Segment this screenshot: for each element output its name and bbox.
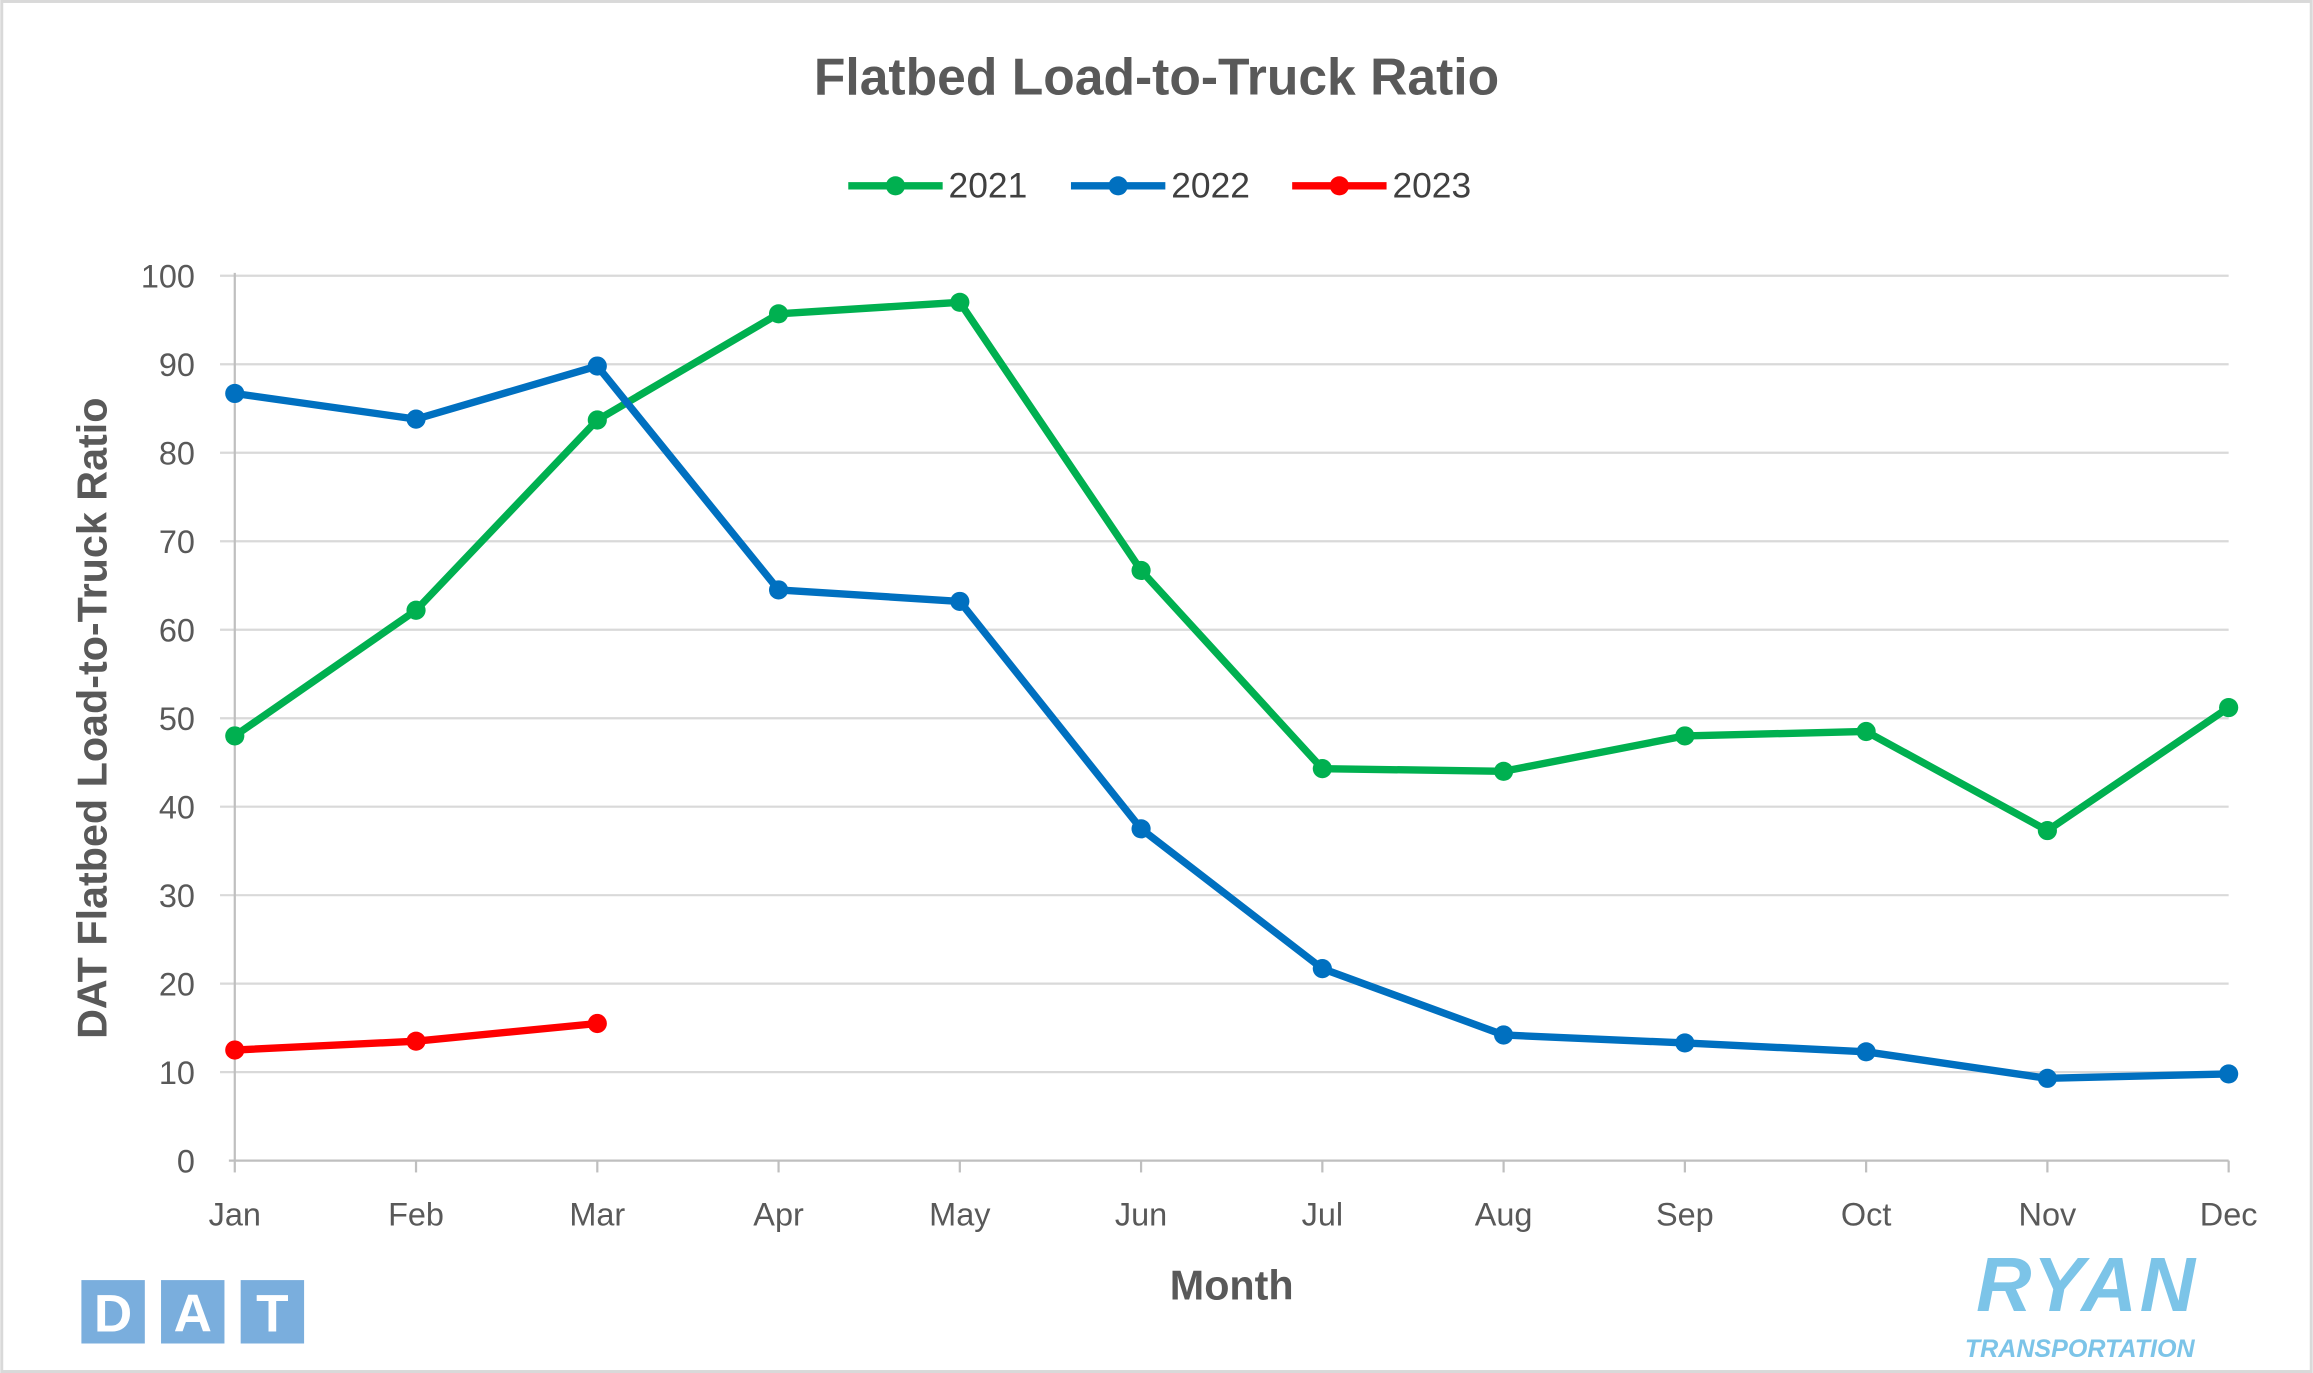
legend-item-2023: 2023 <box>1292 167 1471 206</box>
data-point <box>2037 1068 2057 1088</box>
ryan-transportation-logo: RYAN TRANSPORTATION <box>1965 1243 2198 1363</box>
data-point <box>2219 1064 2239 1084</box>
data-point <box>1131 819 1151 839</box>
x-tick-label: Apr <box>753 1197 804 1233</box>
y-tick-label: 70 <box>159 524 195 560</box>
x-axis-label: Month <box>1170 1262 1294 1308</box>
data-point <box>768 580 789 600</box>
data-point <box>1675 1033 1695 1053</box>
y-tick-label: 40 <box>159 789 195 825</box>
x-tick-label: Sep <box>1656 1197 1714 1233</box>
legend-marker <box>1108 176 1128 196</box>
series-2023 <box>225 1013 607 1060</box>
svg-text:T: T <box>256 1285 288 1344</box>
x-tick-label: Oct <box>1841 1197 1891 1233</box>
x-tick-label: Mar <box>569 1197 625 1233</box>
legend-item-2021: 2021 <box>848 167 1027 206</box>
data-point <box>2037 820 2057 841</box>
svg-text:A: A <box>174 1285 212 1344</box>
data-point <box>225 1040 245 1060</box>
data-point <box>587 410 607 430</box>
x-tick-label: Jul <box>1302 1197 1343 1233</box>
y-tick-label: 60 <box>159 613 195 649</box>
data-point <box>225 383 245 404</box>
data-point <box>406 600 426 620</box>
data-point <box>1312 959 1332 979</box>
x-tick-label: May <box>929 1197 991 1233</box>
svg-text:TRANSPORTATION: TRANSPORTATION <box>1965 1335 2196 1363</box>
y-tick-label: 100 <box>141 259 195 295</box>
y-tick-label: 20 <box>159 966 195 1002</box>
y-axis-label: DAT Flatbed Load-to-Truck Ratio <box>69 398 115 1039</box>
x-axis-ticks: Jan Feb Mar Apr May Jun Jul Aug Sep Oct Nov Dec <box>209 1197 2258 1233</box>
gridlines <box>220 272 2230 1173</box>
data-point <box>1131 560 1151 581</box>
y-tick-label: 80 <box>159 436 195 472</box>
data-point <box>406 409 426 429</box>
data-point <box>768 304 789 324</box>
chart-title: Flatbed Load-to-Truck Ratio <box>814 47 1499 105</box>
x-tick-label: Jun <box>1115 1197 1167 1233</box>
x-tick-label: Aug <box>1475 1197 1533 1233</box>
x-tick-label: Jan <box>209 1197 261 1233</box>
y-tick-label: 90 <box>159 347 195 383</box>
legend-label: 2023 <box>1392 167 1471 206</box>
y-tick-label: 30 <box>159 878 195 914</box>
data-point <box>1312 759 1332 779</box>
legend-label: 2022 <box>1171 167 1250 206</box>
legend-item-2022: 2022 <box>1070 167 1250 206</box>
y-tick-label: 10 <box>159 1055 195 1091</box>
data-point <box>1494 1025 1514 1045</box>
data-point <box>1675 726 1695 746</box>
dat-logo: D A T <box>81 1280 305 1344</box>
series-group <box>225 292 2239 1088</box>
y-tick-label: 50 <box>159 701 195 737</box>
data-point <box>2219 698 2239 718</box>
legend: 2021 2022 2023 <box>848 167 1471 206</box>
x-tick-label: Feb <box>388 1197 444 1233</box>
series-2022 <box>225 356 2239 1088</box>
data-point <box>1494 761 1514 781</box>
data-point <box>587 356 607 376</box>
series-2021 <box>225 292 2239 841</box>
legend-marker <box>885 176 906 196</box>
legend-label: 2021 <box>949 167 1028 206</box>
data-point <box>950 591 970 611</box>
svg-text:RYAN: RYAN <box>1976 1243 2198 1328</box>
data-point <box>587 1013 607 1034</box>
legend-marker <box>1329 176 1349 196</box>
svg-text:D: D <box>94 1285 132 1344</box>
x-tick-label: Nov <box>2019 1197 2077 1233</box>
data-point <box>950 292 970 312</box>
data-point <box>1856 1042 1876 1062</box>
x-tick-label: Dec <box>2200 1197 2258 1233</box>
series-line <box>234 362 2229 1083</box>
data-point <box>1856 721 1876 742</box>
data-point <box>406 1031 426 1051</box>
series-line <box>232 298 2231 835</box>
data-point <box>225 726 245 746</box>
y-axis-ticks: 0 10 20 30 40 50 60 70 80 90 100 <box>141 259 195 1180</box>
y-tick-label: 0 <box>177 1143 195 1179</box>
